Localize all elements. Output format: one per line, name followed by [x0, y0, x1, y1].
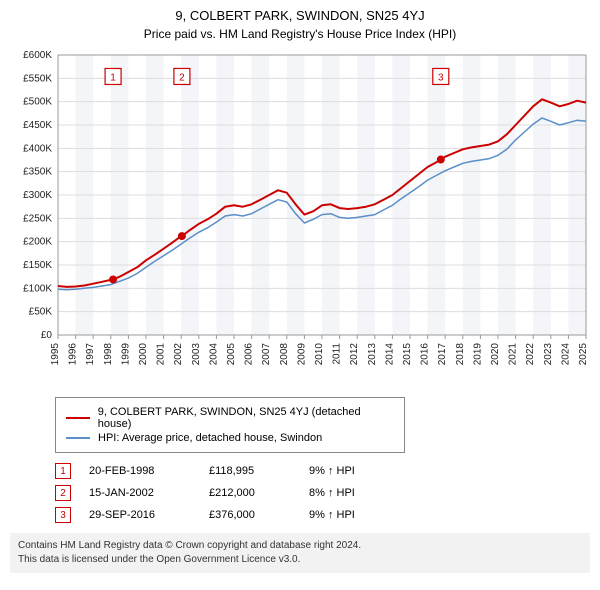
- svg-text:2019: 2019: [472, 343, 483, 366]
- svg-text:2022: 2022: [525, 343, 536, 366]
- svg-text:2011: 2011: [332, 343, 343, 365]
- sales-list: 1 20-FEB-1998 £118,995 9% ↑ HPI 2 15-JAN…: [55, 463, 590, 523]
- svg-text:2000: 2000: [138, 343, 149, 366]
- svg-text:2004: 2004: [208, 343, 219, 366]
- svg-text:£600K: £600K: [23, 50, 52, 61]
- sale-price: £376,000: [209, 509, 309, 521]
- svg-text:£500K: £500K: [23, 97, 52, 108]
- sale-date: 15-JAN-2002: [89, 487, 209, 499]
- sale-row: 2 15-JAN-2002 £212,000 8% ↑ HPI: [55, 485, 590, 501]
- sale-price: £118,995: [209, 465, 309, 477]
- svg-text:£0: £0: [41, 330, 53, 341]
- sale-row: 3 29-SEP-2016 £376,000 9% ↑ HPI: [55, 507, 590, 523]
- svg-text:3: 3: [438, 72, 444, 83]
- sale-date: 20-FEB-1998: [89, 465, 209, 477]
- svg-text:2017: 2017: [437, 343, 448, 366]
- svg-text:2024: 2024: [560, 343, 571, 366]
- svg-text:2023: 2023: [543, 343, 554, 366]
- svg-text:£350K: £350K: [23, 167, 52, 178]
- svg-text:£400K: £400K: [23, 143, 52, 154]
- legend-label: HPI: Average price, detached house, Swin…: [98, 432, 322, 444]
- sale-marker-3: 3: [55, 507, 71, 523]
- svg-text:2008: 2008: [279, 343, 290, 366]
- svg-text:1995: 1995: [50, 343, 61, 366]
- svg-text:£550K: £550K: [23, 73, 52, 84]
- svg-text:2002: 2002: [173, 343, 184, 366]
- footer-line1: Contains HM Land Registry data © Crown c…: [18, 539, 582, 553]
- svg-text:£100K: £100K: [23, 283, 52, 294]
- footer: Contains HM Land Registry data © Crown c…: [10, 533, 590, 573]
- svg-text:1996: 1996: [68, 343, 79, 366]
- legend-row: HPI: Average price, detached house, Swin…: [66, 432, 394, 444]
- svg-text:1997: 1997: [85, 343, 96, 366]
- svg-text:2012: 2012: [349, 343, 360, 366]
- svg-text:2010: 2010: [314, 343, 325, 366]
- chart-svg: £0 £50K £100K £150K £200K £250K £300K £350K £400…: [10, 49, 590, 389]
- svg-text:1: 1: [110, 72, 116, 83]
- legend-row: 9, COLBERT PARK, SWINDON, SN25 4YJ (deta…: [66, 406, 394, 430]
- svg-text:£250K: £250K: [23, 213, 52, 224]
- svg-text:1999: 1999: [120, 343, 131, 366]
- title-subtitle: Price paid vs. HM Land Registry's House …: [10, 27, 590, 41]
- sale-marker-2: 2: [55, 485, 71, 501]
- sale-pct: 9% ↑ HPI: [309, 465, 355, 477]
- svg-text:2003: 2003: [191, 343, 202, 366]
- sale-price: £212,000: [209, 487, 309, 499]
- sale-marker-1: 1: [55, 463, 71, 479]
- legend-label: 9, COLBERT PARK, SWINDON, SN25 4YJ (deta…: [98, 406, 394, 430]
- svg-text:2021: 2021: [508, 343, 519, 366]
- svg-text:2015: 2015: [402, 343, 413, 366]
- svg-text:2014: 2014: [384, 343, 395, 366]
- svg-text:2025: 2025: [578, 343, 589, 366]
- sale-pct: 8% ↑ HPI: [309, 487, 355, 499]
- sale-row: 1 20-FEB-1998 £118,995 9% ↑ HPI: [55, 463, 590, 479]
- svg-text:£50K: £50K: [29, 307, 53, 318]
- legend-swatch-hpi: [66, 437, 90, 439]
- svg-text:2016: 2016: [420, 343, 431, 366]
- titles: 9, COLBERT PARK, SWINDON, SN25 4YJ Price…: [0, 0, 600, 45]
- svg-text:2013: 2013: [367, 343, 378, 366]
- svg-text:2006: 2006: [244, 343, 255, 366]
- svg-text:£200K: £200K: [23, 237, 52, 248]
- title-address: 9, COLBERT PARK, SWINDON, SN25 4YJ: [10, 8, 590, 23]
- chart-area: £0 £50K £100K £150K £200K £250K £300K £350K £400…: [10, 49, 590, 389]
- svg-text:2009: 2009: [296, 343, 307, 366]
- chart-container: 9, COLBERT PARK, SWINDON, SN25 4YJ Price…: [0, 0, 600, 573]
- sale-pct: 9% ↑ HPI: [309, 509, 355, 521]
- svg-text:2001: 2001: [156, 343, 167, 366]
- svg-text:2018: 2018: [455, 343, 466, 366]
- footer-line2: This data is licensed under the Open Gov…: [18, 553, 582, 567]
- svg-text:£150K: £150K: [23, 260, 52, 271]
- legend: 9, COLBERT PARK, SWINDON, SN25 4YJ (deta…: [55, 397, 405, 453]
- svg-text:2: 2: [179, 72, 185, 83]
- svg-text:£450K: £450K: [23, 120, 52, 131]
- svg-text:2020: 2020: [490, 343, 501, 366]
- sale-date: 29-SEP-2016: [89, 509, 209, 521]
- svg-text:1998: 1998: [103, 343, 114, 366]
- svg-text:2005: 2005: [226, 343, 237, 366]
- svg-text:2007: 2007: [261, 343, 272, 366]
- legend-swatch-property: [66, 417, 90, 419]
- svg-text:£300K: £300K: [23, 190, 52, 201]
